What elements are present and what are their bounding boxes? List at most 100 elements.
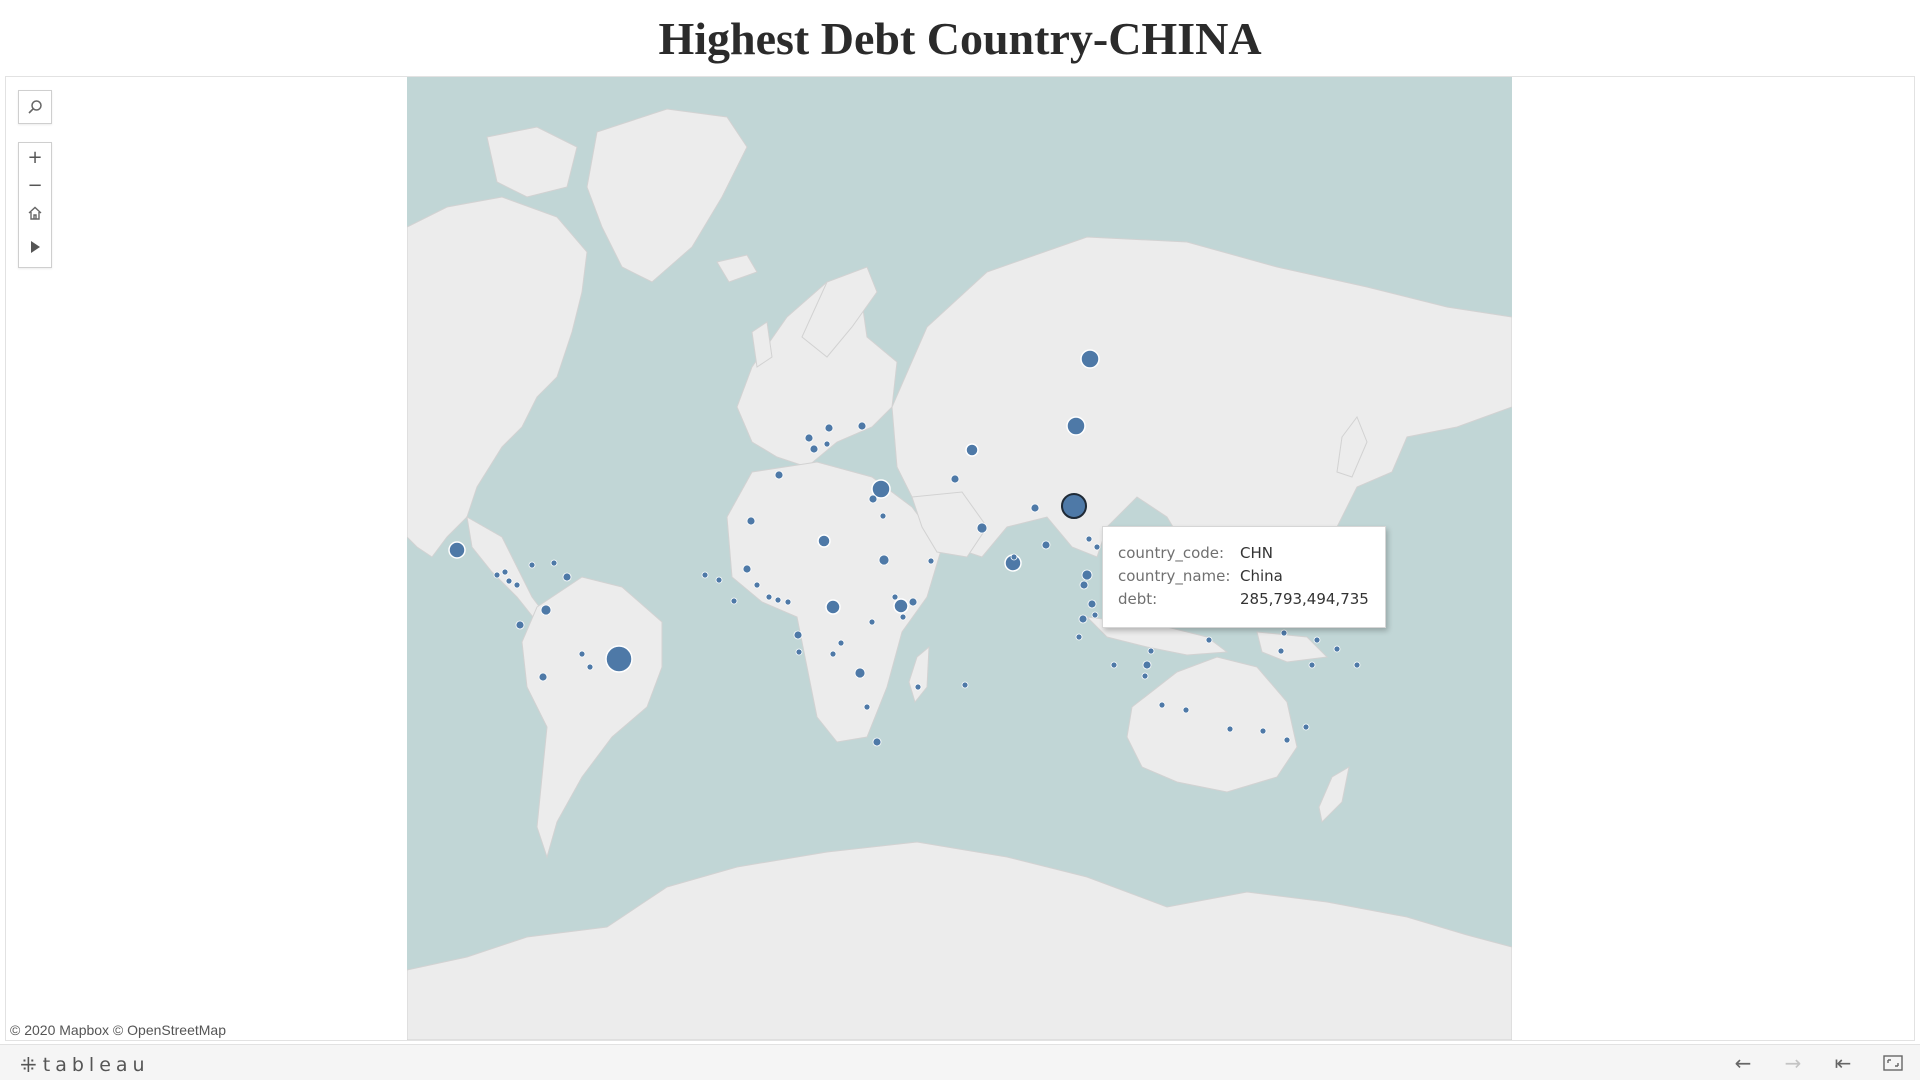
country-debt-marker[interactable] — [540, 604, 552, 616]
country-debt-marker[interactable] — [1041, 540, 1051, 550]
country-debt-marker[interactable] — [1110, 661, 1118, 669]
country-debt-marker[interactable] — [701, 571, 709, 579]
country-debt-marker[interactable] — [1182, 706, 1190, 714]
country-debt-marker[interactable] — [893, 598, 909, 614]
country-debt-marker[interactable] — [774, 596, 782, 604]
country-debt-marker[interactable] — [515, 620, 525, 630]
country-debt-marker[interactable] — [899, 613, 907, 621]
country-debt-marker[interactable] — [774, 470, 784, 480]
country-debt-marker[interactable] — [976, 522, 988, 534]
country-debt-marker[interactable] — [927, 557, 935, 565]
country-debt-marker[interactable] — [825, 599, 841, 615]
country-debt-marker[interactable] — [795, 648, 803, 656]
country-debt-marker[interactable] — [742, 564, 752, 574]
fullscreen-button[interactable] — [1878, 1051, 1908, 1075]
undo-button[interactable]: ← — [1728, 1051, 1758, 1075]
country-debt-marker[interactable] — [872, 737, 882, 747]
country-debt-marker[interactable] — [1283, 736, 1291, 744]
country-debt-marker[interactable] — [879, 512, 887, 520]
country-debt-marker[interactable] — [578, 650, 586, 658]
country-debt-marker[interactable] — [1205, 636, 1213, 644]
country-debt-marker[interactable] — [1080, 349, 1100, 369]
country-debt-marker[interactable] — [1091, 611, 1099, 619]
country-debt-marker[interactable] — [950, 474, 960, 484]
country-debt-marker[interactable] — [550, 559, 558, 567]
country-debt-marker[interactable] — [1158, 701, 1166, 709]
country-debt-marker[interactable] — [891, 593, 899, 601]
country-debt-marker[interactable] — [965, 443, 979, 457]
country-debt-marker[interactable] — [513, 581, 521, 589]
country-debt-marker[interactable] — [1030, 503, 1040, 513]
country-debt-marker[interactable] — [1313, 636, 1321, 644]
country-debt-marker[interactable] — [528, 561, 536, 569]
china-debt-marker[interactable] — [1061, 493, 1087, 519]
country-debt-marker[interactable] — [824, 423, 834, 433]
country-debt-marker[interactable] — [753, 581, 761, 589]
country-debt-marker[interactable] — [809, 444, 819, 454]
country-debt-marker[interactable] — [961, 681, 969, 689]
redo-button[interactable]: → — [1778, 1051, 1808, 1075]
country-debt-marker[interactable] — [493, 571, 501, 579]
country-debt-marker[interactable] — [868, 618, 876, 626]
zoom-out-button[interactable]: − — [19, 171, 51, 199]
country-debt-marker[interactable] — [1226, 725, 1234, 733]
country-debt-marker[interactable] — [538, 672, 548, 682]
country-debt-marker[interactable] — [1277, 647, 1285, 655]
land-japan — [1336, 415, 1368, 478]
country-debt-marker[interactable] — [1081, 569, 1093, 581]
country-debt-marker[interactable] — [562, 572, 572, 582]
country-debt-marker[interactable] — [793, 630, 803, 640]
debt-markers[interactable] — [448, 349, 1361, 747]
country-debt-marker[interactable] — [1302, 723, 1310, 731]
country-debt-marker[interactable] — [908, 597, 918, 607]
country-debt-marker[interactable] — [1075, 633, 1083, 641]
country-debt-marker[interactable] — [1147, 647, 1155, 655]
map-search-button[interactable] — [18, 90, 52, 124]
reset-map-button[interactable] — [19, 199, 51, 227]
country-debt-marker[interactable] — [746, 516, 756, 526]
expand-toolbar-button[interactable] — [19, 227, 51, 267]
country-debt-marker[interactable] — [829, 650, 837, 658]
country-debt-marker[interactable] — [914, 683, 922, 691]
tooltip-row: country_name: China — [1118, 564, 1385, 587]
country-debt-marker[interactable] — [1078, 614, 1088, 624]
country-debt-marker[interactable] — [1085, 535, 1093, 543]
country-debt-marker[interactable] — [871, 479, 891, 499]
tableau-logo[interactable]: ⁜ tableau — [20, 1053, 150, 1077]
country-debt-marker[interactable] — [857, 421, 867, 431]
country-debt-marker[interactable] — [804, 433, 814, 443]
country-debt-marker[interactable] — [837, 639, 845, 647]
country-debt-marker[interactable] — [817, 534, 831, 548]
country-debt-marker[interactable] — [448, 541, 466, 559]
country-debt-marker[interactable] — [1280, 629, 1288, 637]
revert-button[interactable]: ⇤ — [1828, 1051, 1858, 1075]
country-debt-marker[interactable] — [1087, 599, 1097, 609]
country-debt-marker[interactable] — [784, 598, 792, 606]
country-debt-marker[interactable] — [765, 593, 773, 601]
country-debt-marker[interactable] — [878, 554, 890, 566]
country-debt-marker[interactable] — [868, 494, 878, 504]
country-debt-marker[interactable] — [1010, 553, 1018, 561]
country-debt-marker[interactable] — [854, 667, 866, 679]
country-debt-marker[interactable] — [715, 576, 723, 584]
country-debt-marker[interactable] — [1333, 645, 1341, 653]
country-debt-marker[interactable] — [505, 577, 513, 585]
country-debt-marker[interactable] — [1142, 660, 1152, 670]
country-debt-marker[interactable] — [1353, 661, 1361, 669]
country-debt-marker[interactable] — [1066, 416, 1086, 436]
country-debt-marker[interactable] — [863, 703, 871, 711]
country-debt-marker[interactable] — [1141, 672, 1149, 680]
country-debt-marker[interactable] — [586, 663, 594, 671]
country-debt-marker[interactable] — [501, 568, 509, 576]
country-debt-marker[interactable] — [605, 645, 633, 673]
world-map[interactable] — [407, 77, 1512, 1040]
map-canvas[interactable] — [407, 77, 1512, 1040]
country-debt-marker[interactable] — [730, 597, 738, 605]
country-debt-marker[interactable] — [823, 440, 831, 448]
country-debt-marker[interactable] — [1308, 661, 1316, 669]
land-madagascar — [908, 645, 930, 704]
country-debt-marker[interactable] — [1093, 543, 1101, 551]
zoom-in-button[interactable]: + — [19, 143, 51, 171]
country-debt-marker[interactable] — [1259, 727, 1267, 735]
country-debt-marker[interactable] — [1079, 580, 1089, 590]
